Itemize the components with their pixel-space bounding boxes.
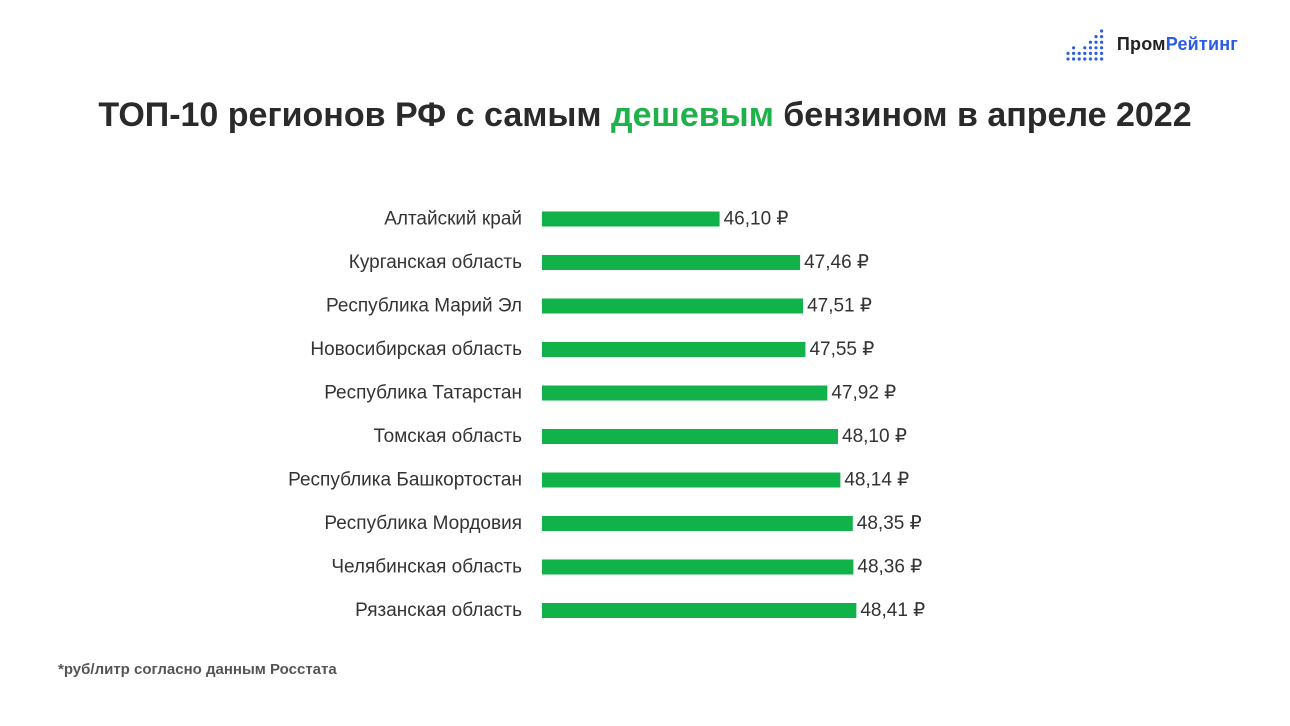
value-label: 48,14 ₽ <box>844 470 909 491</box>
bar-chart: Алтайский край 46,10 ₽ Курганская область 4… <box>288 209 925 622</box>
bar <box>542 472 841 488</box>
logo-dot <box>1077 57 1081 61</box>
dots-bars-icon <box>1066 29 1104 61</box>
logo-dot <box>1094 46 1098 50</box>
category-label: Республика Мордовия <box>324 513 522 534</box>
bar <box>542 559 854 575</box>
logo-dot <box>1071 57 1076 61</box>
value-label: 47,92 ₽ <box>831 383 896 404</box>
category-label: Рязанская область <box>355 600 522 621</box>
value-label: 48,35 ₽ <box>857 513 922 534</box>
bar <box>542 429 838 444</box>
logo-dot <box>1099 46 1104 50</box>
bar <box>542 516 853 531</box>
category-label: Алтайский край <box>384 209 522 230</box>
title-part-2: бензином в апреле 2022 <box>773 96 1192 134</box>
logo-dot <box>1083 51 1087 55</box>
category-label: Республика Татарстан <box>324 383 522 404</box>
logo-dot <box>1083 46 1087 50</box>
logo-dot <box>1088 57 1092 61</box>
category-label: Томская область <box>374 426 523 447</box>
logo-dot <box>1088 40 1092 44</box>
logo-dot <box>1071 51 1076 55</box>
logo-text-part-1: Пром <box>1116 33 1166 54</box>
logo-dot <box>1094 40 1098 44</box>
logo-dot <box>1094 51 1098 55</box>
title-highlight: дешевым <box>611 96 774 134</box>
category-label: Челябинская область <box>331 557 522 578</box>
logo-dot <box>1088 51 1092 55</box>
logo-dot <box>1066 51 1070 55</box>
logo-dot <box>1099 57 1104 61</box>
logo-dot <box>1071 46 1076 50</box>
value-label: 47,46 ₽ <box>804 252 869 273</box>
category-label: Республика Марий Эл <box>326 296 522 317</box>
logo-dot <box>1099 35 1104 39</box>
footnote: *руб/литр согласно данным Росстата <box>58 661 337 678</box>
category-label: Республика Башкортостан <box>288 470 522 491</box>
logo-dot <box>1077 51 1081 55</box>
logo-text: ПромРейтинг <box>1117 34 1238 55</box>
bar <box>542 298 804 314</box>
bar <box>542 342 806 357</box>
value-label: 46,10 ₽ <box>724 209 789 230</box>
value-label: 48,41 ₽ <box>860 600 925 621</box>
logo-dot <box>1066 57 1070 61</box>
value-label: 47,55 ₽ <box>809 339 874 360</box>
bar <box>542 255 801 270</box>
value-label: 48,36 ₽ <box>857 557 922 578</box>
category-label: Новосибирская область <box>310 339 522 360</box>
logo-text-part-2: Рейтинг <box>1165 33 1238 54</box>
category-label: Курганская область <box>349 252 522 273</box>
logo-dot <box>1094 57 1098 61</box>
logo-dot <box>1094 35 1098 39</box>
value-label: 47,51 ₽ <box>807 296 872 317</box>
chart-title: ТОП-10 регионов РФ с самым дешевым бензи… <box>0 96 1290 135</box>
logo-dot <box>1083 57 1087 61</box>
title-part-1: ТОП-10 регионов РФ с самым <box>98 96 612 134</box>
bar <box>542 603 857 618</box>
logo: ПромРейтинг <box>1065 26 1238 62</box>
bar <box>542 211 720 227</box>
value-label: 48,10 ₽ <box>842 426 907 447</box>
logo-dot <box>1099 51 1104 55</box>
logo-dot <box>1099 40 1104 44</box>
bar <box>542 385 828 401</box>
logo-dot <box>1099 29 1104 33</box>
logo-dot <box>1088 46 1092 50</box>
